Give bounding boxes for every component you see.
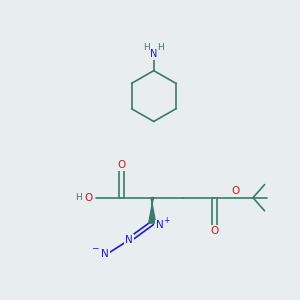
Text: H: H <box>75 193 82 202</box>
Text: −: − <box>91 243 99 252</box>
Text: H: H <box>143 43 150 52</box>
Text: O: O <box>85 193 93 203</box>
Text: N: N <box>156 220 164 230</box>
Text: O: O <box>231 186 239 196</box>
Text: N: N <box>150 50 158 59</box>
Text: +: + <box>163 216 169 225</box>
Text: N: N <box>101 249 109 259</box>
Text: H: H <box>158 43 164 52</box>
Polygon shape <box>149 198 156 223</box>
Text: O: O <box>210 226 218 236</box>
Text: N: N <box>125 235 133 245</box>
Text: O: O <box>117 160 125 170</box>
